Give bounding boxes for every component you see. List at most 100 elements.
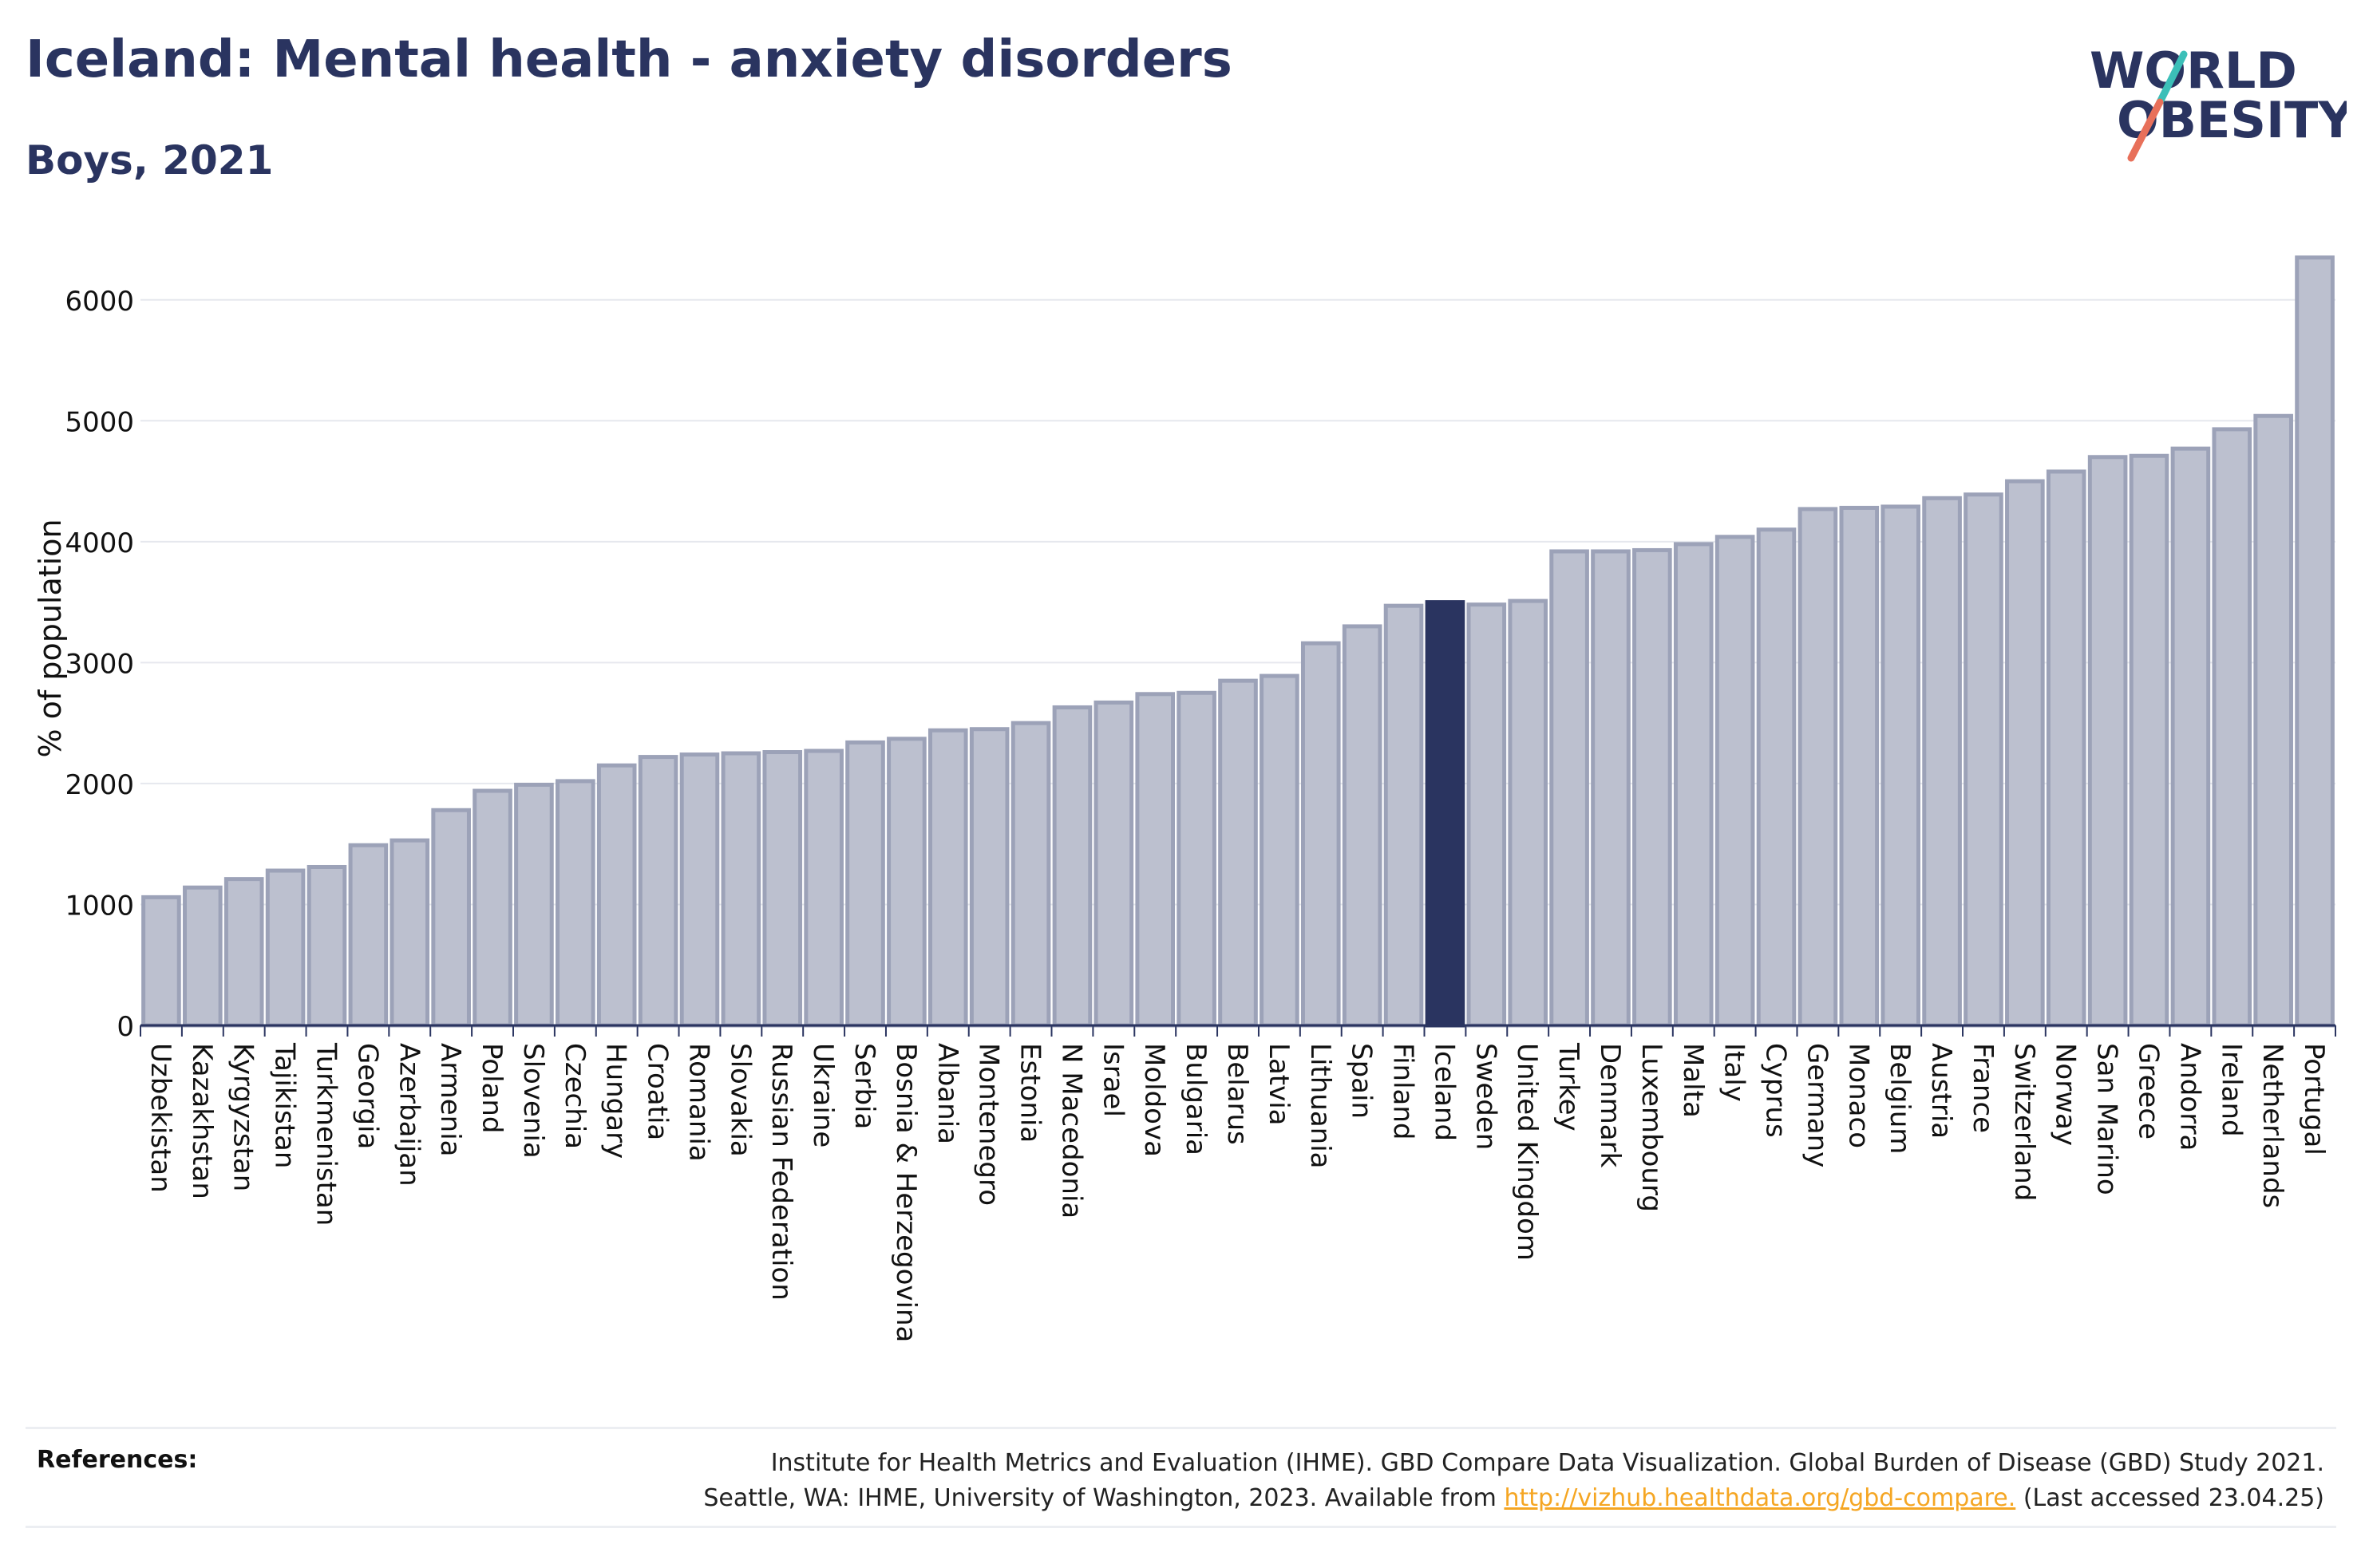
logo-line-2: OBESITY (2117, 91, 2347, 149)
bar (1756, 527, 1797, 1028)
bar (721, 751, 761, 1028)
x-tick-label: Cyprus (1760, 1043, 1792, 1138)
x-tick-label: Poland (476, 1043, 508, 1134)
bar (1714, 535, 1755, 1028)
x-tick-label: Netherlands (2256, 1043, 2288, 1208)
x-tick-label: Monaco (1842, 1043, 1874, 1148)
x-tick-label: Turkey (1552, 1042, 1584, 1132)
x-tick-label: Uzbekistan (144, 1043, 176, 1193)
bar (265, 868, 306, 1028)
bar (1260, 673, 1299, 1028)
x-tick-label: Norway (2050, 1043, 2082, 1146)
x-tick-label: Malta (1677, 1043, 1709, 1118)
x-tick-label: Montenegro (973, 1043, 1005, 1206)
x-tick-label: Georgia (351, 1043, 383, 1149)
x-tick-label: Ireland (2215, 1043, 2247, 1137)
bar (431, 808, 471, 1028)
x-tick-label: Azerbaijan (393, 1043, 425, 1187)
bar (556, 779, 595, 1028)
bar (2212, 427, 2252, 1028)
x-tick-label: Armenia (434, 1043, 466, 1157)
bar (1880, 504, 1921, 1028)
bar (969, 727, 1010, 1028)
references-line-1: Institute for Health Metrics and Evaluat… (770, 1449, 2324, 1477)
x-tick-label: Austria (1925, 1043, 1957, 1139)
x-tick-label: Italy (1718, 1043, 1750, 1102)
bar (1839, 505, 1880, 1028)
x-tick-label: Switzerland (2008, 1043, 2040, 1201)
x-tick-label: Slovakia (724, 1043, 756, 1157)
bar (1093, 700, 1134, 1028)
bar (845, 740, 885, 1028)
x-tick-label: Latvia (1263, 1043, 1295, 1126)
references-top-rule (26, 1427, 2336, 1429)
y-tick-label: 3000 (65, 648, 134, 680)
bar (390, 838, 430, 1028)
bar (348, 843, 389, 1028)
x-tick-label: Andorra (2173, 1043, 2205, 1151)
x-tick-label: Estonia (1014, 1043, 1046, 1143)
bar (1466, 602, 1507, 1028)
bar (1177, 690, 1216, 1028)
references-line-2-prefix: Seattle, WA: IHME, University of Washing… (703, 1484, 1505, 1512)
chart-title: Iceland: Mental health - anxiety disorde… (26, 30, 1232, 89)
references-line-2-suffix: (Last accessed 23.04.25) (2015, 1484, 2324, 1512)
bar (596, 763, 637, 1028)
bar (306, 864, 347, 1028)
x-tick-label: Russian Federation (765, 1043, 797, 1301)
bar (1549, 549, 1589, 1028)
logo-slash-teal (2156, 50, 2188, 106)
bar (2170, 446, 2211, 1028)
bar (1922, 496, 1962, 1028)
x-tick-label: Sweden (1469, 1043, 1501, 1150)
bar (927, 728, 968, 1028)
bar (1673, 542, 1714, 1028)
bar (141, 895, 181, 1028)
bar (638, 755, 678, 1028)
bar-highlight (1425, 600, 1465, 1028)
x-tick-label: Romania (682, 1043, 714, 1162)
bar (2005, 479, 2045, 1028)
x-tick-label: Serbia (848, 1043, 880, 1129)
x-tick-label: Bosnia & Herzegovina (890, 1043, 922, 1342)
bar (2129, 453, 2169, 1028)
y-tick-label: 5000 (65, 406, 134, 438)
y-tick-label: 4000 (65, 527, 134, 559)
x-tick-label: France (1967, 1043, 1999, 1133)
axes (140, 1024, 2336, 1037)
bar (762, 750, 803, 1028)
x-tick-label: Bulgaria (1180, 1043, 1212, 1155)
bar (679, 752, 720, 1028)
x-tick-label: Greece (2133, 1043, 2165, 1139)
x-tick-label: Moldova (1138, 1043, 1170, 1157)
x-tick-label: Belgium (1884, 1043, 1916, 1154)
logo-line-1: WORLD (2090, 41, 2297, 100)
x-tick-label: Kyrgyzstan (227, 1043, 259, 1191)
bar (2087, 455, 2128, 1028)
y-tick-label: 6000 (65, 286, 134, 318)
x-tick-label: Lithuania (1304, 1043, 1336, 1168)
references-bottom-rule (26, 1526, 2336, 1528)
references-text: Institute for Health Metrics and Evaluat… (488, 1446, 2324, 1516)
bar (1383, 603, 1424, 1028)
world-obesity-logo: WORLD OBESITY (2090, 41, 2347, 162)
references-line-2: Seattle, WA: IHME, University of Washing… (488, 1481, 2324, 1516)
x-tick-label: Ukraine (807, 1043, 839, 1147)
x-tick-label: Czechia (559, 1043, 591, 1149)
x-tick-label: Hungary (600, 1043, 632, 1159)
logo-slash-coral (2127, 98, 2164, 162)
references-link[interactable]: http://vizhub.healthdata.org/gbd-compare… (1504, 1484, 2016, 1512)
x-tick-label: Denmark (1594, 1043, 1626, 1168)
bar (183, 885, 223, 1028)
x-tick-label: San Marino (2091, 1043, 2123, 1195)
bar (1342, 624, 1382, 1028)
bar (887, 737, 927, 1028)
y-tick-label: 2000 (65, 769, 134, 801)
bar (1300, 641, 1341, 1028)
x-tick-label: Albania (931, 1043, 963, 1144)
bar (514, 782, 554, 1028)
x-tick-label: Slovenia (517, 1043, 549, 1159)
x-tick-label: Germany (1801, 1043, 1833, 1167)
x-tick-label: Belarus (1221, 1043, 1253, 1145)
x-tick-label: United Kingdom (1511, 1043, 1543, 1261)
